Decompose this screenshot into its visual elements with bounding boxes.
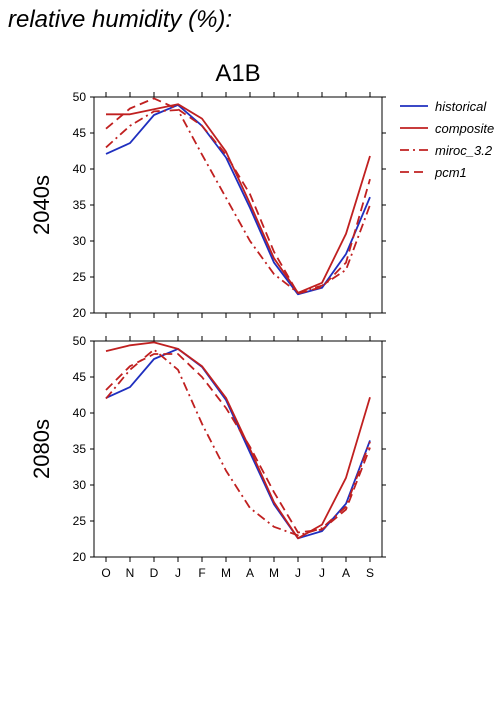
panel-header: A1B: [215, 60, 260, 87]
y-tick-label: 35: [73, 198, 87, 212]
y-tick-label: 30: [73, 234, 87, 248]
legend-label: pcm1: [434, 165, 467, 180]
x-tick-label: D: [150, 566, 159, 580]
series-line-pcm1: [105, 353, 371, 534]
panel-2080s: 20 25 30 35 40 45 50 O N D J F M A M J J A S 2080s: [29, 334, 386, 580]
y-tick-label: 25: [73, 270, 87, 284]
series-line-composite: [106, 103, 371, 294]
y-axis-label: 2040s: [29, 175, 54, 235]
x-tick-label: J: [319, 566, 325, 580]
y-tick-label: 35: [73, 442, 87, 456]
x-tick-label: A: [246, 566, 254, 580]
y-tick-label: 20: [73, 550, 87, 564]
y-tick-label: 45: [73, 370, 87, 384]
x-tick-label: J: [175, 566, 181, 580]
series-line-miroc-3-2: [105, 109, 371, 294]
x-tick-label: N: [126, 566, 135, 580]
y-tick-label: 45: [73, 126, 87, 140]
y-tick-label: 40: [73, 162, 87, 176]
y-tick-label: 40: [73, 406, 87, 420]
series-line-composite: [105, 341, 371, 540]
x-tick-label: M: [221, 566, 231, 580]
legend-label: historical: [435, 99, 487, 114]
plot-frame: [93, 96, 383, 314]
x-tick-label: F: [198, 566, 205, 580]
figure-title: relative humidity (%):: [8, 6, 233, 33]
x-tick-label: S: [366, 566, 374, 580]
plot-frame: [93, 340, 383, 558]
series-line-pcm1: [105, 97, 371, 295]
legend: historical composite miroc_3.2 pcm1: [400, 99, 494, 180]
y-tick-label: 20: [73, 306, 87, 320]
y-tick-label: 50: [73, 90, 87, 104]
x-tick-label: A: [342, 566, 350, 580]
y-axis-label: 2080s: [29, 419, 54, 479]
x-tick-label: O: [101, 566, 110, 580]
y-tick-label: 30: [73, 478, 87, 492]
x-tick-label: J: [295, 566, 301, 580]
y-tick-label: 25: [73, 514, 87, 528]
legend-label: miroc_3.2: [435, 143, 493, 158]
series-line-miroc-3-2: [105, 348, 371, 537]
x-tick-label: M: [269, 566, 279, 580]
panel-2040s: 20 25 30 35 40 45 50 2040s: [29, 90, 386, 320]
y-tick-label: 50: [73, 334, 87, 348]
legend-label: composite: [435, 121, 494, 136]
